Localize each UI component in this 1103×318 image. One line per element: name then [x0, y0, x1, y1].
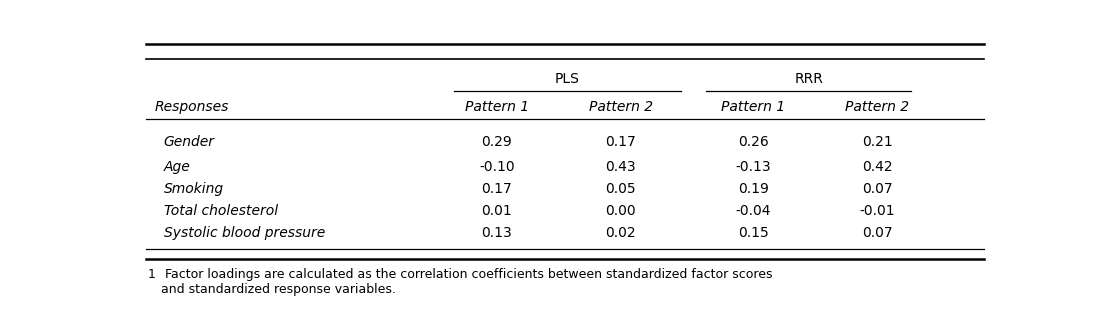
Text: Responses: Responses — [154, 100, 229, 114]
Text: Age: Age — [163, 160, 191, 174]
Text: 0.17: 0.17 — [482, 182, 512, 196]
Text: Pattern 2: Pattern 2 — [845, 100, 909, 114]
Text: 0.01: 0.01 — [482, 204, 512, 218]
Text: 0.00: 0.00 — [606, 204, 636, 218]
Text: Smoking: Smoking — [163, 182, 224, 196]
Text: Pattern 1: Pattern 1 — [464, 100, 529, 114]
Text: 0.05: 0.05 — [606, 182, 636, 196]
Text: 0.21: 0.21 — [861, 135, 892, 149]
Text: Systolic blood pressure: Systolic blood pressure — [163, 226, 324, 240]
Text: 0.43: 0.43 — [606, 160, 636, 174]
Text: PLS: PLS — [555, 72, 580, 86]
Text: Total cholesterol: Total cholesterol — [163, 204, 278, 218]
Text: 1: 1 — [148, 268, 156, 281]
Text: RRR: RRR — [794, 72, 823, 86]
Text: 0.07: 0.07 — [861, 182, 892, 196]
Text: Factor loadings are calculated as the correlation coefficients between standardi: Factor loadings are calculated as the co… — [161, 268, 772, 296]
Text: -0.01: -0.01 — [859, 204, 896, 218]
Text: Pattern 1: Pattern 1 — [721, 100, 785, 114]
Text: 0.42: 0.42 — [861, 160, 892, 174]
Text: 0.29: 0.29 — [482, 135, 512, 149]
Text: 0.13: 0.13 — [482, 226, 512, 240]
Text: Pattern 2: Pattern 2 — [589, 100, 653, 114]
Text: 0.15: 0.15 — [738, 226, 769, 240]
Text: -0.10: -0.10 — [479, 160, 515, 174]
Text: 0.26: 0.26 — [738, 135, 769, 149]
Text: 0.07: 0.07 — [861, 226, 892, 240]
Text: Gender: Gender — [163, 135, 214, 149]
Text: 0.19: 0.19 — [738, 182, 769, 196]
Text: -0.04: -0.04 — [736, 204, 771, 218]
Text: 0.17: 0.17 — [606, 135, 636, 149]
Text: -0.13: -0.13 — [736, 160, 771, 174]
Text: 0.02: 0.02 — [606, 226, 636, 240]
